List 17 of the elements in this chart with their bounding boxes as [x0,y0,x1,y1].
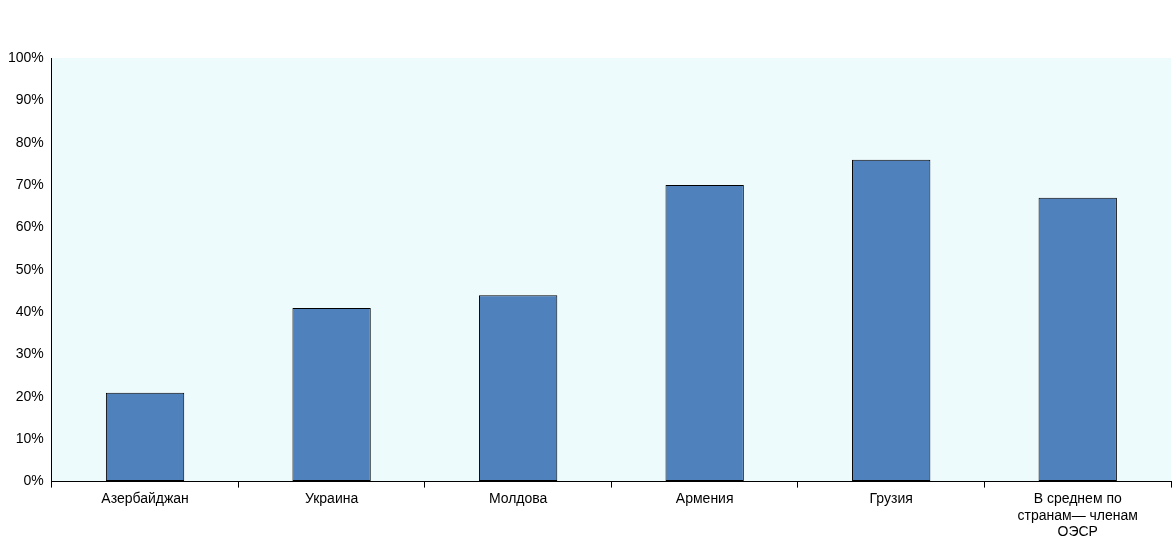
y-tick-label: 30% [15,345,44,362]
y-tick-label: 80% [15,133,44,150]
y-tick-label: 50% [15,260,44,277]
y-tick-label: 100% [7,48,44,65]
x-tick-label: В среднем по странам— членам ОЭСР [1017,489,1138,540]
y-tick-label: 40% [15,303,44,320]
x-tick-label: Азербайджан [101,489,189,506]
y-tick-label: 90% [15,91,44,108]
x-tick-label: Молдова [488,489,548,506]
y-tick-label: 20% [15,387,44,404]
y-tick-label: 10% [15,430,44,447]
x-tick-label: Армения [675,489,734,506]
x-tick-label: Украина [304,489,359,506]
y-tick-label: 70% [15,175,44,192]
y-tick-label: 60% [15,218,44,235]
x-tick-label: Грузия [869,489,913,506]
y-tick-label: 0% [23,472,44,489]
